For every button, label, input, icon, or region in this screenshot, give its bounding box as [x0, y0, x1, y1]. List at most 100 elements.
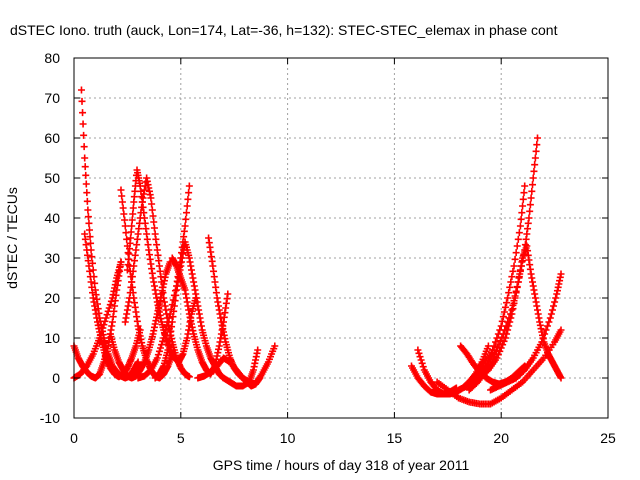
data-point: [513, 283, 521, 291]
x-tick-label: 20: [493, 430, 509, 446]
data-point: [490, 342, 498, 350]
data-point: [526, 207, 534, 215]
data-point: [530, 167, 538, 175]
data-point: [148, 200, 156, 208]
data-point: [528, 187, 536, 195]
chart-title: dSTEC Iono. truth (auck, Lon=174, Lat=-3…: [10, 22, 558, 38]
x-axis-ticks: 0 5 10 15 20 25: [70, 58, 616, 446]
data-point: [271, 342, 279, 350]
data-point: [531, 161, 539, 169]
data-point: [127, 228, 135, 236]
y-tick-label: 30: [44, 250, 60, 266]
data-point: [504, 294, 512, 302]
data-point: [82, 171, 90, 179]
data-point: [497, 344, 505, 352]
data-point: [82, 180, 90, 188]
data-point: [543, 322, 551, 330]
data-point: [503, 330, 511, 338]
data-points: [70, 86, 565, 408]
data-point: [507, 278, 515, 286]
data-point: [102, 314, 110, 322]
data-point: [415, 349, 423, 357]
y-tick-label: 50: [44, 170, 60, 186]
data-point: [118, 198, 126, 206]
data-point: [526, 201, 534, 209]
data-point: [534, 134, 542, 142]
data-point: [500, 308, 508, 316]
data-point: [512, 249, 520, 257]
data-point: [134, 358, 142, 366]
data-point: [182, 215, 190, 223]
series-arc-4: [81, 230, 144, 381]
series-arc-21: [476, 242, 565, 382]
data-point: [89, 266, 97, 274]
data-point: [91, 279, 99, 287]
data-point: [81, 154, 89, 162]
data-point: [503, 299, 511, 307]
data-point: [548, 306, 556, 314]
data-point: [185, 373, 193, 381]
data-point: [504, 326, 512, 334]
y-tick-label: 10: [44, 330, 60, 346]
data-point: [499, 341, 507, 349]
data-point: [181, 222, 189, 230]
data-point: [501, 334, 509, 342]
y-tick-label: 0: [52, 370, 60, 386]
data-point: [148, 206, 156, 214]
data-point: [510, 262, 518, 270]
data-point: [532, 147, 540, 155]
data-point: [520, 189, 528, 197]
data-point: [84, 213, 92, 221]
data-point: [85, 219, 93, 227]
data-point: [121, 222, 129, 230]
y-tick-label: -10: [40, 410, 60, 426]
data-point: [527, 194, 535, 202]
data-point: [120, 210, 128, 218]
series-arc-13: [194, 342, 279, 388]
data-point: [86, 233, 94, 241]
data-point: [519, 195, 527, 203]
data-point: [118, 192, 126, 200]
y-tick-label: 60: [44, 130, 60, 146]
data-point: [79, 120, 87, 128]
data-point: [508, 310, 516, 318]
data-point: [85, 226, 93, 234]
series-arc-19: [454, 182, 529, 394]
data-point: [129, 210, 137, 218]
data-point: [519, 202, 527, 210]
y-tick-label: 40: [44, 210, 60, 226]
data-point: [149, 212, 157, 220]
data-point: [183, 202, 191, 210]
data-point: [184, 195, 192, 203]
x-tick-label: 10: [280, 430, 296, 446]
data-point: [117, 258, 125, 266]
data-point: [416, 353, 424, 361]
x-axis-label: GPS time / hours of day 318 of year 2011: [213, 457, 470, 473]
data-point: [508, 273, 516, 281]
data-point: [123, 235, 131, 243]
data-point: [121, 216, 129, 224]
data-point: [513, 242, 521, 250]
data-point: [505, 289, 513, 297]
data-point: [89, 259, 97, 267]
y-tick-label: 70: [44, 90, 60, 106]
data-point: [511, 255, 519, 263]
data-point: [224, 290, 232, 298]
data-point: [418, 359, 426, 367]
data-point: [104, 307, 112, 315]
data-point: [128, 216, 136, 224]
data-point: [147, 194, 155, 202]
data-point: [117, 186, 125, 194]
data-point: [77, 86, 85, 94]
data-point: [557, 270, 565, 278]
data-point: [531, 154, 539, 162]
data-point: [417, 356, 425, 364]
data-point: [501, 303, 509, 311]
data-point: [511, 294, 519, 302]
data-point: [494, 351, 502, 359]
series-arc-14: [220, 346, 262, 390]
x-tick-label: 0: [70, 430, 78, 446]
data-point: [509, 305, 517, 313]
data-point: [517, 215, 525, 223]
series-arc-18: [433, 326, 565, 408]
